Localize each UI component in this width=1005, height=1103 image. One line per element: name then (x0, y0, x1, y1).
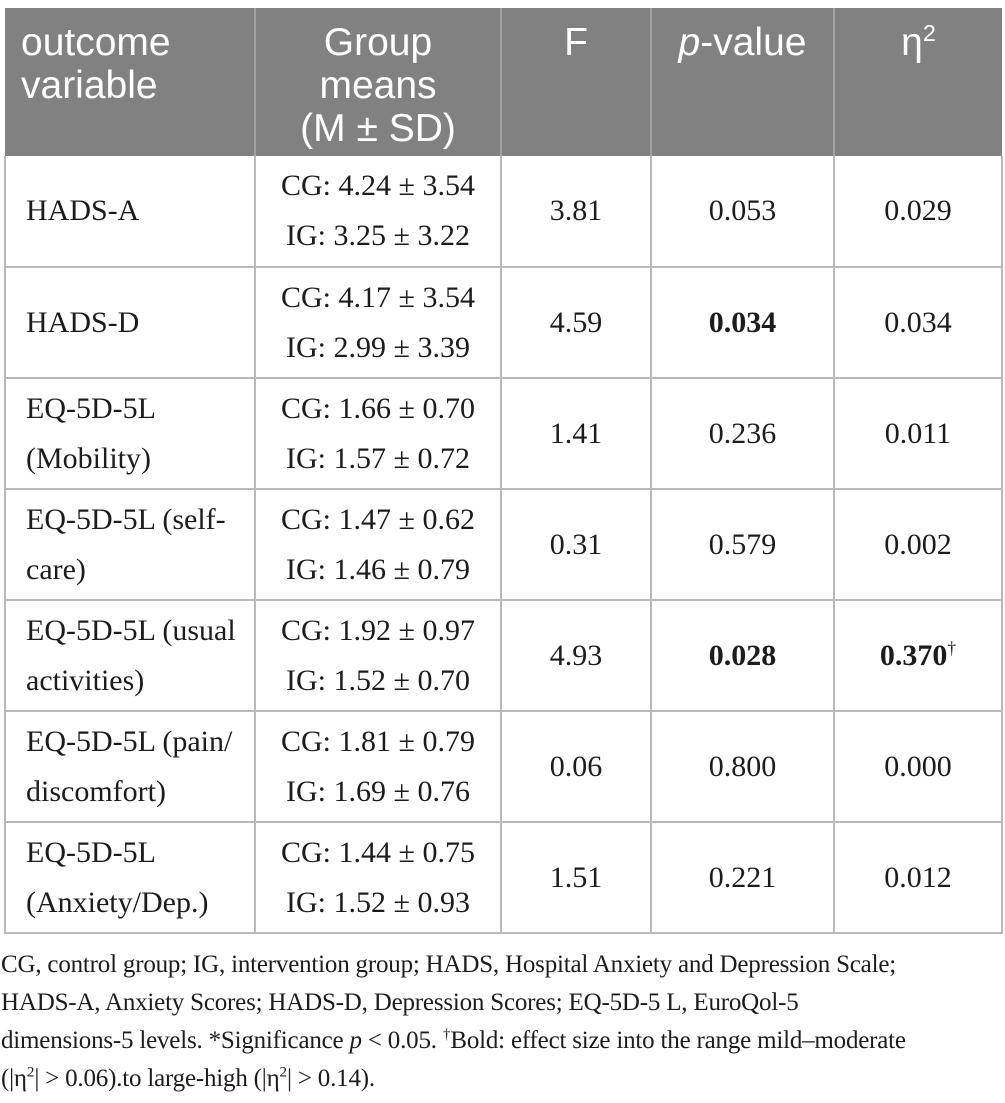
cell-p: 0.053 (651, 156, 835, 268)
footnote-text: | > 0.06).to large-high (|η (34, 1065, 280, 1092)
cell-variable: EQ-5D-5L (self- care) (4, 489, 256, 601)
cell-eta: 0.011 (834, 378, 1003, 490)
cell-variable: HADS-A (4, 156, 256, 268)
eta-exponent: 2 (922, 20, 936, 46)
footnote-dagger: † (442, 1026, 451, 1043)
cell-eta-significant: 0.370† (834, 600, 1003, 712)
table-row-eq5d-usual-activities: EQ-5D-5L (usual activities) CG: 1.92 ± 0… (4, 600, 1003, 712)
cell-eta: 0.029 (834, 156, 1003, 268)
cell-p: 0.579 (651, 489, 835, 601)
cell-f: 4.93 (501, 600, 652, 712)
cell-means: CG: 1.47 ± 0.62 IG: 1.46 ± 0.79 (255, 489, 502, 601)
table-row-eq5d-anxiety-dep: EQ-5D-5L (Anxiety/Dep.) CG: 1.44 ± 0.75 … (4, 822, 1003, 934)
cell-variable: EQ-5D-5L (usual activities) (4, 600, 256, 712)
cell-variable: EQ-5D-5L (Anxiety/Dep.) (4, 822, 256, 934)
footnote-eta-exponent: 2 (279, 1064, 287, 1081)
header-group-means: Group means (M ± SD) (255, 8, 502, 156)
cell-p: 0.236 (651, 378, 835, 490)
table-row-hads-a: HADS-A CG: 4.24 ± 3.54 IG: 3.25 ± 3.22 3… (4, 156, 1003, 268)
eta-value: 0.370 (879, 638, 948, 672)
table-row-eq5d-selfcare: EQ-5D-5L (self- care) CG: 1.47 ± 0.62 IG… (4, 489, 1003, 601)
cell-means: CG: 1.92 ± 0.97 IG: 1.52 ± 0.70 (255, 600, 502, 712)
cell-means: CG: 4.17 ± 3.54 IG: 2.99 ± 3.39 (255, 267, 502, 379)
cell-p: 0.800 (651, 711, 835, 823)
footnote-eta-exponent: 2 (26, 1064, 35, 1081)
p-italic: p (678, 21, 701, 64)
table-footnote: CG, control group; IG, intervention grou… (1, 946, 1004, 1098)
cell-f: 0.06 (501, 711, 652, 823)
table-row-hads-d: HADS-D CG: 4.17 ± 3.54 IG: 2.99 ± 3.39 4… (4, 267, 1003, 379)
cell-variable: EQ-5D-5L (pain/ discomfort) (4, 711, 256, 823)
dagger-superscript: † (947, 637, 957, 658)
cell-eta: 0.000 (834, 711, 1003, 823)
footnote-text: Bold: effect size into the range mild–mo… (1, 1027, 906, 1092)
cell-f: 4.59 (501, 267, 652, 379)
cell-means: CG: 1.66 ± 0.70 IG: 1.57 ± 0.72 (255, 378, 502, 490)
header-eta-squared: η2 (834, 8, 1002, 156)
cell-eta: 0.002 (834, 489, 1003, 601)
cell-means: CG: 1.44 ± 0.75 IG: 1.52 ± 0.93 (255, 822, 502, 934)
cell-variable: HADS-D (4, 267, 256, 379)
anova-results-table: outcome variable Group means (M ± SD) F … (4, 8, 1003, 934)
cell-eta: 0.034 (834, 267, 1003, 379)
cell-p: 0.221 (651, 822, 835, 934)
cell-means: CG: 1.81 ± 0.79 IG: 1.69 ± 0.76 (255, 711, 502, 823)
footnote-text: | > 0.14). (286, 1065, 375, 1092)
footnote-text: CG, control group; IG, intervention grou… (1, 951, 896, 1054)
header-f-statistic: F (501, 8, 652, 156)
table-body: HADS-A CG: 4.24 ± 3.54 IG: 3.25 ± 3.22 3… (4, 156, 1003, 934)
header-outcome-variable: outcome variable (5, 8, 256, 156)
p-value-rest: -value (700, 21, 807, 64)
cell-variable: EQ-5D-5L (Mobility) (4, 378, 256, 490)
cell-f: 0.31 (501, 489, 652, 601)
table-row-eq5d-mobility: EQ-5D-5L (Mobility) CG: 1.66 ± 0.70 IG: … (4, 378, 1003, 490)
cell-p-significant: 0.034 (651, 267, 835, 379)
header-row: outcome variable Group means (M ± SD) F … (5, 8, 1002, 156)
cell-f: 1.41 (501, 378, 652, 490)
cell-f: 3.81 (501, 156, 652, 268)
header-p-value: p-value (651, 8, 835, 156)
cell-f: 1.51 (501, 822, 652, 934)
eta-symbol: η (901, 21, 923, 64)
footnote-p-italic: p (349, 1027, 362, 1054)
cell-means: CG: 4.24 ± 3.54 IG: 3.25 ± 3.22 (255, 156, 502, 268)
table-row-eq5d-pain-discomfort: EQ-5D-5L (pain/ discomfort) CG: 1.81 ± 0… (4, 711, 1003, 823)
cell-p-significant: 0.028 (651, 600, 835, 712)
cell-eta: 0.012 (834, 822, 1003, 934)
footnote-text: < 0.05. (361, 1027, 443, 1054)
table-header: outcome variable Group means (M ± SD) F … (5, 8, 1002, 156)
